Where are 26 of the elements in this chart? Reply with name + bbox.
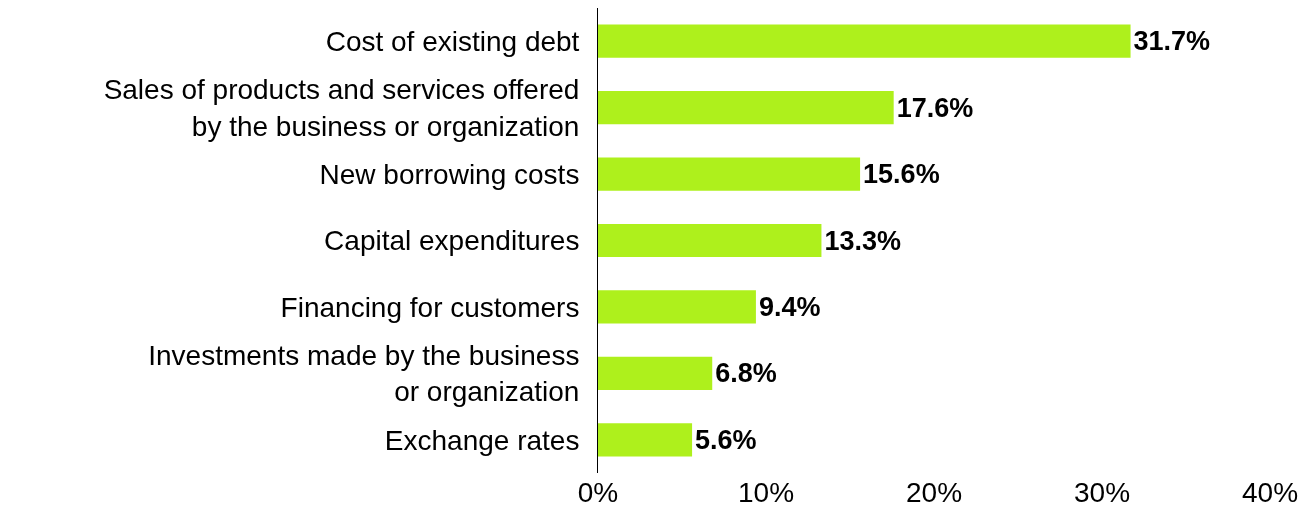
data-label: 17.6% — [896, 92, 974, 123]
y-tick-label: Sales of products and services offered by the business or organization — [103, 74, 580, 142]
data-label: 13.3% — [824, 225, 901, 256]
data-label: 5.6% — [695, 424, 757, 455]
bar — [598, 157, 861, 191]
data-label: 31.7% — [1133, 26, 1211, 57]
y-tick-label: New borrowing costs — [319, 158, 580, 190]
x-tick-label: 40% — [1241, 477, 1299, 508]
bar — [598, 356, 713, 390]
data-label: 6.8% — [715, 358, 777, 389]
data-label: 9.4% — [758, 291, 821, 322]
bar — [598, 223, 822, 258]
y-tick-label: Cost of existing debt — [325, 26, 580, 58]
y-tick-label: Investments made by the business or organization — [148, 339, 580, 408]
y-tick-label: Financing for customers — [280, 291, 580, 323]
bar — [598, 91, 894, 125]
bar — [598, 423, 693, 457]
y-tick-label: Capital expenditures — [324, 225, 580, 257]
x-tick-label: 0% — [577, 477, 619, 508]
y-tick-label: Exchange rates — [384, 424, 580, 456]
bar — [598, 290, 756, 324]
x-tick-label: 10% — [737, 477, 795, 508]
x-tick-label: 30% — [1073, 477, 1131, 508]
x-tick-label: 20% — [905, 477, 963, 508]
bar — [598, 24, 1131, 58]
data-label: 15.6% — [863, 159, 940, 190]
